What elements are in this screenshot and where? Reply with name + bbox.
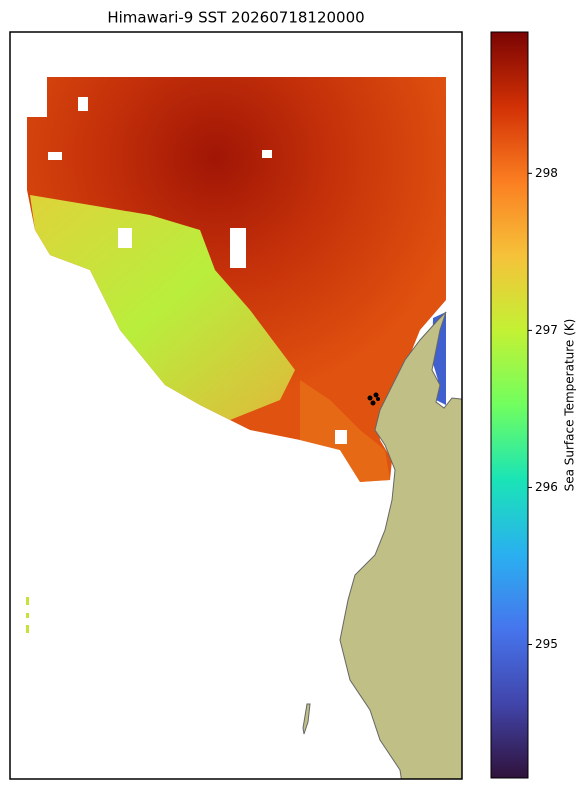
isolated-pixels bbox=[26, 597, 29, 633]
map-frame bbox=[9, 31, 463, 780]
colorbar-tick-label: 296 bbox=[535, 480, 558, 494]
colorbar-tick-label: 298 bbox=[535, 166, 558, 180]
land bbox=[339, 311, 462, 779]
map-title: Himawari-9 SST 20260718120000 bbox=[107, 9, 364, 27]
sst-cool-patch bbox=[30, 195, 295, 420]
reef-dots bbox=[367, 392, 380, 406]
colorbar-label: Sea Surface Temperature (K) bbox=[563, 319, 577, 492]
colorbar-tick-label: 295 bbox=[535, 637, 558, 651]
cloud-gaps bbox=[27, 77, 347, 444]
island bbox=[302, 703, 311, 735]
map bbox=[26, 77, 462, 779]
sst-field bbox=[27, 77, 446, 482]
colorbar-tick-label: 297 bbox=[535, 323, 558, 337]
colorbar bbox=[490, 31, 529, 779]
